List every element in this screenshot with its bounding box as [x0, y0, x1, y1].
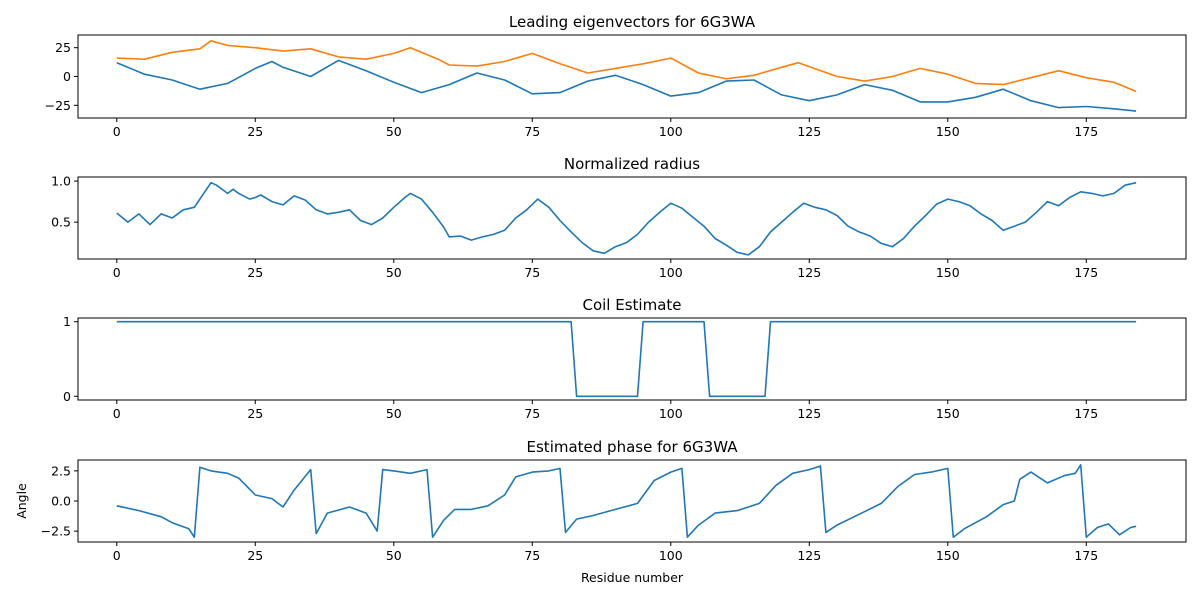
panel-title: Normalized radius [564, 155, 700, 173]
x-tick-label: 150 [936, 406, 960, 421]
panel-estimated-phase: Estimated phase for 6G3WA Angle 0 25 50 75 1… [14, 438, 1187, 563]
x-tick-label: 25 [247, 548, 263, 563]
axes-frame [77, 459, 1187, 543]
series-line-0 [116, 320, 1137, 398]
x-tick-label: 125 [797, 124, 821, 139]
panel-leading-eigenvectors: Leading eigenvectors for 6G3WA 0 25 50 75 10… [45, 13, 1187, 139]
x-tick-label: 100 [659, 265, 683, 280]
series-line-0 [116, 59, 1137, 112]
x-tick-label: 50 [386, 265, 402, 280]
x-tick-label: 100 [659, 548, 683, 563]
axes-frame [77, 317, 1187, 401]
x-tick-label: 100 [659, 124, 683, 139]
y-tick-label: 0 [63, 389, 71, 404]
x-tick-label: 25 [247, 406, 263, 421]
y-tick-label: 0.5 [51, 215, 71, 230]
x-tick-label: 75 [524, 124, 540, 139]
x-tick-label: 150 [936, 548, 960, 563]
series-line-0 [116, 181, 1137, 256]
panel-coil-estimate: Coil Estimate 0 25 50 75 100 125 150 175 0 1 [63, 296, 1187, 421]
y-tick-label: 25 [55, 40, 71, 55]
y-axis-label: Angle [14, 483, 29, 519]
x-tick-label: 0 [113, 406, 121, 421]
x-tick-label: 50 [386, 124, 402, 139]
x-tick-label: 50 [386, 406, 402, 421]
x-tick-label: 50 [386, 548, 402, 563]
axes-frame [77, 176, 1187, 260]
panel-title: Estimated phase for 6G3WA [527, 438, 739, 456]
x-tick-label: 0 [113, 548, 121, 563]
x-tick-label: 75 [524, 265, 540, 280]
x-tick-label: 150 [936, 265, 960, 280]
x-tick-label: 25 [247, 124, 263, 139]
y-tick-label: 0.0 [51, 494, 71, 509]
x-tick-label: 175 [1074, 265, 1098, 280]
x-tick-label: 125 [797, 265, 821, 280]
y-tick-label: −2.5 [41, 524, 71, 539]
x-tick-label: 175 [1074, 124, 1098, 139]
x-tick-label: 100 [659, 406, 683, 421]
x-axis-label: Residue number [581, 570, 684, 585]
x-tick-label: 75 [524, 406, 540, 421]
x-tick-label: 150 [936, 124, 960, 139]
y-tick-label: −25 [45, 98, 71, 113]
x-tick-label: 0 [113, 124, 121, 139]
x-tick-label: 125 [797, 548, 821, 563]
x-tick-label: 125 [797, 406, 821, 421]
x-tick-label: 175 [1074, 548, 1098, 563]
x-tick-label: 25 [247, 265, 263, 280]
x-tick-label: 0 [113, 265, 121, 280]
series-line-1 [116, 39, 1137, 93]
panel-title: Coil Estimate [582, 296, 681, 314]
y-tick-label: 2.5 [51, 463, 71, 478]
y-tick-label: 1.0 [51, 174, 71, 189]
x-tick-label: 175 [1074, 406, 1098, 421]
series-line-0 [116, 463, 1137, 539]
panel-normalized-radius: Normalized radius 0 25 50 75 100 125 150 175 0.5… [51, 155, 1187, 280]
x-tick-label: 75 [524, 548, 540, 563]
panel-title: Leading eigenvectors for 6G3WA [509, 13, 756, 31]
y-tick-label: 1 [63, 314, 71, 329]
y-tick-label: 0 [63, 69, 71, 84]
